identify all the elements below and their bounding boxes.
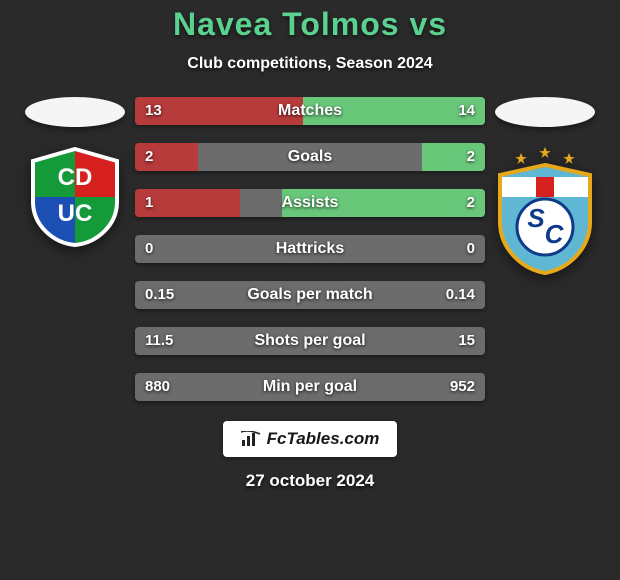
stat-bars: 1314Matches 22Goals 12Assists 00Hattricks 0.… (135, 97, 485, 401)
left-club-shield-icon: CD UC (25, 147, 125, 247)
stat-row: 12Assists (135, 189, 485, 217)
comparison-columns: CD UC 1314Matches 22Goals 12Assists 00Hattr… (0, 97, 620, 401)
stat-label: Matches (135, 97, 485, 125)
content-root: Navea Tolmos vs Club competitions, Seaso… (0, 0, 620, 580)
stat-row: 00Hattricks (135, 235, 485, 263)
svg-text:UC: UC (58, 200, 93, 227)
stat-label: Shots per goal (135, 327, 485, 355)
stat-label: Hattricks (135, 235, 485, 263)
bar-chart-icon (241, 431, 261, 447)
stat-label: Goals per match (135, 281, 485, 309)
page-subtitle: Club competitions, Season 2024 (0, 55, 620, 73)
right-club-shield-icon: S C (490, 147, 600, 277)
svg-text:C: C (545, 219, 565, 249)
fctables-chip[interactable]: FcTables.com (223, 421, 398, 457)
page-title: Navea Tolmos vs (0, 0, 620, 43)
left-side: CD UC (15, 97, 135, 247)
stat-label: Min per goal (135, 373, 485, 401)
stat-row: 0.150.14Goals per match (135, 281, 485, 309)
stat-row: 11.515Shots per goal (135, 327, 485, 355)
stat-label: Assists (135, 189, 485, 217)
stat-row: 22Goals (135, 143, 485, 171)
stat-label: Goals (135, 143, 485, 171)
right-side: S C (485, 97, 605, 277)
left-flag-oval (25, 97, 125, 127)
svg-text:CD: CD (58, 164, 93, 191)
stat-row: 880952Min per goal (135, 373, 485, 401)
footer-logo-row: FcTables.com (0, 421, 620, 457)
date-label: 27 october 2024 (0, 471, 620, 491)
svg-text:S: S (527, 203, 545, 233)
fctables-label: FcTables.com (267, 429, 380, 449)
right-flag-oval (495, 97, 595, 127)
stat-row: 1314Matches (135, 97, 485, 125)
